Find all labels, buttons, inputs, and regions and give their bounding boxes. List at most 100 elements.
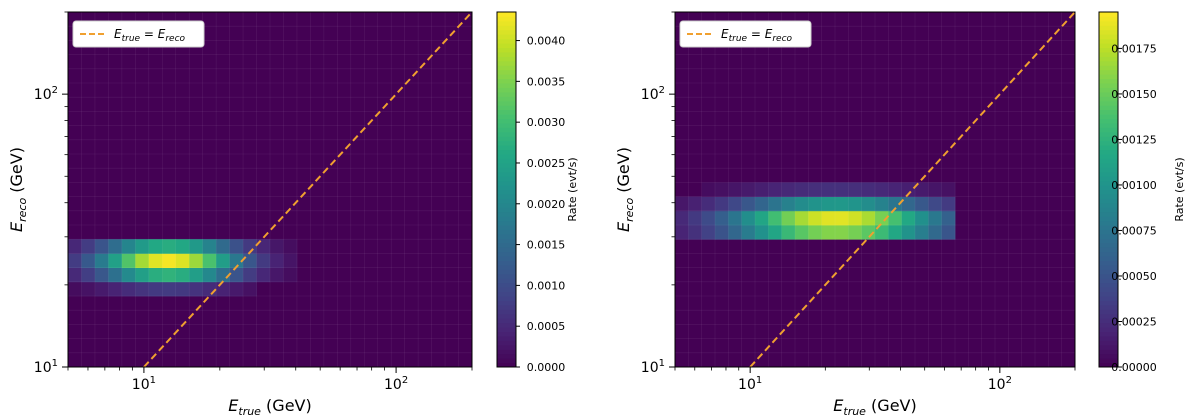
- panel2-heatmap-cell: [715, 182, 729, 197]
- panel2-colorbar-segment: [1099, 109, 1118, 115]
- panel2-colorbar-tick-label: 0.00150: [1111, 88, 1157, 101]
- panel2-colorbar-segment: [1099, 202, 1118, 208]
- panel1-heatmap-cell: [256, 239, 271, 254]
- panel2-colorbar-segment: [1099, 51, 1118, 57]
- panel2-heatmap-cell: [928, 196, 943, 212]
- panel2-y-tick-label: 102: [641, 85, 665, 103]
- panel1-heatmap-cell: [283, 267, 298, 283]
- panel1-colorbar-tick-label: 0.0005: [527, 320, 566, 333]
- panel1-colorbar-segment: [497, 251, 516, 257]
- panel2-heatmap-cell: [941, 196, 956, 212]
- panel2-colorbar-segment: [1099, 118, 1118, 124]
- panel1-colorbar-segment: [497, 136, 516, 142]
- panel1-legend: Etrue = Ereco: [72, 20, 205, 48]
- panel1-heatmap-cell: [162, 239, 177, 254]
- panel2-heatmap-cell: [728, 196, 743, 212]
- panel2-heatmap-cell: [941, 182, 956, 197]
- panel1-heatmap-cell: [229, 253, 244, 268]
- panel2-colorbar-segment: [1099, 60, 1118, 66]
- panel1-colorbar-segment: [497, 87, 516, 93]
- panel1-colorbar-segment: [497, 78, 516, 84]
- panel1-heatmap-cell: [94, 239, 109, 254]
- panel2-colorbar-segment: [1099, 34, 1118, 40]
- panel2-heatmap-cell: [928, 225, 943, 240]
- panel1-colorbar-segment: [497, 340, 516, 346]
- panel1-colorbar-segment: [497, 198, 516, 204]
- panel1-colorbar-tick-label: 0.0000: [527, 361, 566, 374]
- panel1-x-tick-label: 102: [384, 375, 408, 393]
- panel1-heatmap-cell: [189, 267, 204, 283]
- panel2-colorbar-segment: [1099, 287, 1118, 293]
- panel2-heatmap-cell: [901, 196, 916, 212]
- panel1-colorbar-segment: [497, 171, 516, 177]
- panel2-colorbar-tick-label: 0.00000: [1111, 361, 1157, 374]
- panel1-colorbar-segment: [497, 287, 516, 293]
- panel2-y-tick-label: 101: [641, 358, 665, 376]
- panel1-heatmap-cell: [94, 267, 109, 283]
- panel1-heatmap-cell: [68, 267, 82, 283]
- panel1-colorbar-segment: [497, 362, 516, 368]
- panel2-heatmap-cell: [701, 210, 716, 226]
- panel2-colorbar-segment: [1099, 193, 1118, 199]
- panel1-heatmap-cell: [229, 267, 244, 283]
- panel1-heatmap-cell: [148, 281, 163, 297]
- panel1-heatmap-cell: [121, 281, 136, 297]
- panel2-heatmap-cell: [755, 196, 769, 212]
- panel2-colorbar-segment: [1099, 278, 1118, 284]
- panel1-heatmap-cell: [68, 239, 82, 254]
- panel2-colorbar-tick-label: 0.00025: [1111, 315, 1157, 328]
- panel1-colorbar-segment: [497, 47, 516, 53]
- panel1-colorbar-segment: [497, 65, 516, 71]
- panel2-legend-label: Etrue = Ereco: [721, 27, 793, 44]
- panel2-colorbar-segment: [1099, 136, 1118, 142]
- panel1-heatmap-cell: [243, 253, 257, 268]
- panel2-heatmap-cell: [715, 210, 729, 226]
- panel1-colorbar-segment: [497, 91, 516, 97]
- panel2-colorbar-tick-label: 0.00175: [1111, 42, 1157, 55]
- panel2-heatmap-cell: [781, 210, 796, 226]
- panel1-plot-background: [68, 12, 472, 367]
- panel2-colorbar-segment: [1099, 56, 1118, 62]
- panel1-colorbar-segment: [497, 38, 516, 44]
- panel1-heatmap-panel: 101 102 101 102 Etrue (GeV) Ereco (GeV) Etrue …: [7, 11, 579, 418]
- panel1-colorbar-segment: [497, 140, 516, 146]
- panel2-colorbar-segment: [1099, 16, 1118, 22]
- panel2-colorbar-segment: [1099, 74, 1118, 80]
- panel2-heatmap-cell: [915, 225, 929, 240]
- panel2-colorbar-segment: [1099, 20, 1118, 26]
- panel2-colorbar-segment: [1099, 180, 1118, 186]
- panel2-heatmap-cell: [888, 196, 903, 212]
- panel2-heatmap-cell: [821, 225, 836, 240]
- panel2-colorbar-segment: [1099, 114, 1118, 119]
- panel1-y-tick-label: 102: [34, 85, 58, 103]
- panel2-heatmap-cell: [795, 210, 809, 226]
- panel2-heatmap-cell: [875, 182, 889, 197]
- panel2-heatmap-cell: [688, 210, 703, 226]
- panel2-colorbar-segment: [1099, 38, 1118, 44]
- panel2-x-tick-label: 102: [988, 375, 1012, 393]
- panel2-colorbar-segment: [1099, 282, 1118, 288]
- panel1-heatmap-cell: [175, 253, 190, 268]
- panel2-colorbar-segment: [1099, 233, 1118, 239]
- panel2-colorbar-segment: [1099, 327, 1118, 332]
- panel2-colorbar-segment: [1099, 122, 1118, 128]
- panel2-heatmap-cell: [861, 196, 876, 212]
- panel2-heatmap-cell: [688, 196, 703, 212]
- panel1-colorbar-segment: [497, 331, 516, 337]
- panel2-colorbar-segment: [1099, 154, 1118, 159]
- panel1-colorbar-segment: [497, 118, 516, 124]
- panel2-colorbar-segment: [1099, 331, 1118, 337]
- panel1-colorbar-segment: [497, 25, 516, 31]
- panel1-heatmap-cell: [94, 281, 109, 297]
- panel2-heatmap-cell: [808, 225, 823, 240]
- panel1-colorbar-tick-label: 0.0040: [527, 35, 566, 48]
- panel2-heatmap-cell: [741, 210, 756, 226]
- panel2-legend: Etrue = Ereco: [679, 20, 812, 48]
- panel1-colorbar-segment: [497, 242, 516, 248]
- panel2-heatmap-cell: [781, 182, 796, 197]
- panel2-x-tick-label: 101: [738, 375, 762, 393]
- panel2-heatmap-cell: [701, 182, 716, 197]
- panel2-colorbar-segment: [1099, 264, 1118, 270]
- panel2-heatmap-cell: [781, 196, 796, 212]
- panel1-heatmap-cell: [121, 267, 136, 283]
